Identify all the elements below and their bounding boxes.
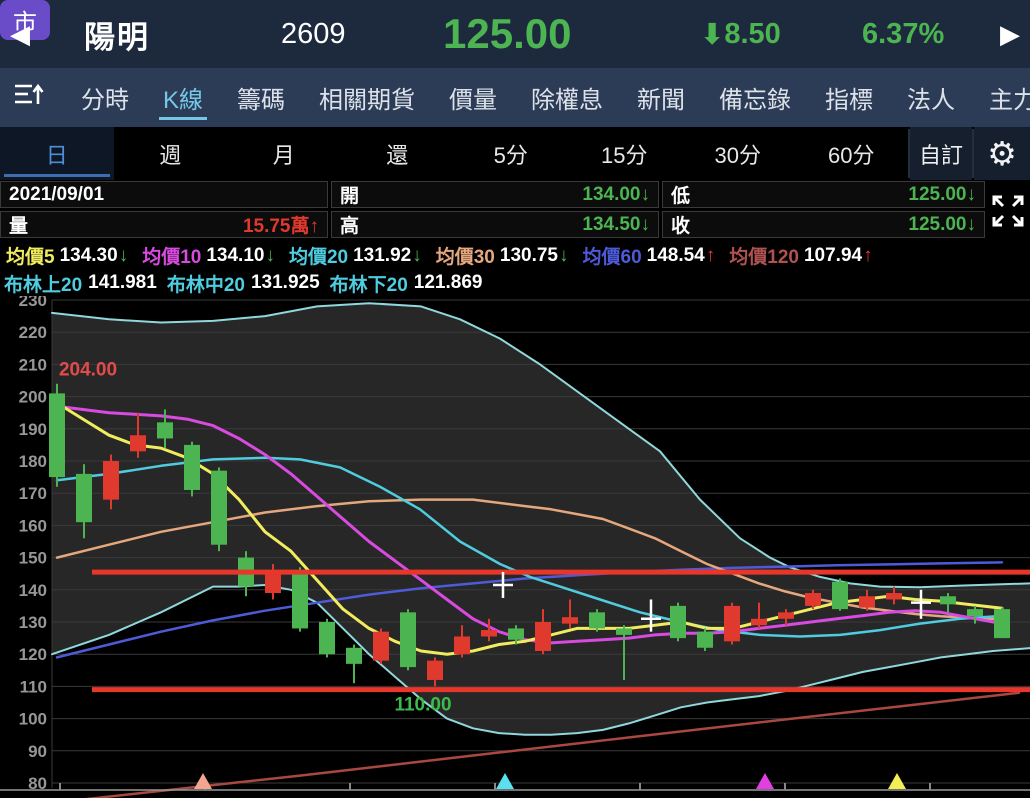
ma-indicator: 均價60 148.54 ↑ <box>582 244 716 269</box>
close-cell: 收 125.00↓ <box>662 211 985 238</box>
divider <box>972 129 974 178</box>
high-label: 高 <box>340 216 360 237</box>
svg-text:220: 220 <box>19 323 47 342</box>
header-bar: ◀ 陽明 市 2609 125.00 ⬇ 8.50 6.37% ▶ <box>0 0 1030 68</box>
period-list: 日 週 月 還 5分 15分 30分 60分 <box>0 127 908 180</box>
tab-1[interactable]: 分時 <box>81 87 129 114</box>
high-value: 134.50↓ <box>582 213 650 235</box>
back-icon[interactable]: ◀ <box>10 18 30 49</box>
price-change-pct: 6.37% <box>862 17 945 50</box>
main-tab-bar: 分時K線籌碼相關期貨價量除權息新聞備忘錄指標法人主力資 <box>0 68 1030 129</box>
market-badge: 市 <box>0 0 50 40</box>
svg-text:110.00: 110.00 <box>394 695 451 716</box>
svg-text:110: 110 <box>20 677 47 696</box>
svg-text:200: 200 <box>19 388 47 407</box>
stock-name: 陽明 <box>84 19 150 55</box>
period-bar: 日 週 月 還 5分 15分 30分 60分 自訂 ⚙ <box>0 127 1030 180</box>
low-value: 125.00↓ <box>908 183 976 205</box>
svg-text:170: 170 <box>19 484 47 503</box>
down-arrow-icon: ⬇ <box>700 18 725 51</box>
divider <box>908 129 910 178</box>
svg-text:210: 210 <box>19 355 47 374</box>
bollinger-indicator: 布林中20 131.925 <box>166 272 320 296</box>
svg-text:100: 100 <box>19 710 47 729</box>
period-15分[interactable]: 15分 <box>601 142 648 168</box>
ma-indicator: 均價5 134.30 ↓ <box>6 244 129 269</box>
tab-8[interactable]: 備忘錄 <box>719 87 792 114</box>
ma-indicator: 均價20 131.92 ↓ <box>288 244 422 269</box>
open-value: 134.00↓ <box>582 183 650 205</box>
forward-icon[interactable]: ▶ <box>1000 18 1020 49</box>
close-label: 收 <box>671 216 691 237</box>
tab-list: 分時K線籌碼相關期貨價量除權息新聞備忘錄指標法人主力資 <box>64 70 1030 125</box>
tab-10[interactable]: 法人 <box>907 87 956 114</box>
tab-6[interactable]: 除權息 <box>531 87 604 114</box>
ma-indicator: 均價120 107.94 ↑ <box>729 244 873 269</box>
ma-indicator: 均價10 134.10 ↓ <box>142 244 275 269</box>
svg-text:160: 160 <box>19 516 47 535</box>
open-cell: 開 134.00↓ <box>331 181 659 208</box>
last-price: 125.00 <box>443 10 572 57</box>
period-60分[interactable]: 60分 <box>828 142 875 168</box>
ma-indicator: 均價30 130.75 ↓ <box>435 244 569 269</box>
svg-text:150: 150 <box>19 549 47 568</box>
period-月[interactable]: 月 <box>272 142 295 168</box>
close-value: 125.00↓ <box>908 213 976 235</box>
svg-text:140: 140 <box>19 581 47 600</box>
fullscreen-expand-icon[interactable] <box>988 187 1028 235</box>
svg-text:120: 120 <box>19 645 47 664</box>
volume-label: 量 <box>9 216 29 237</box>
price-change: ⬇ 8.50 <box>700 17 781 51</box>
stock-code: 2609 <box>281 17 346 50</box>
open-label: 開 <box>340 186 360 207</box>
tab-2[interactable]: K線 <box>159 70 208 125</box>
period-日[interactable]: 日 <box>0 127 114 180</box>
tab-9[interactable]: 指標 <box>825 87 874 114</box>
sort-list-icon[interactable] <box>12 79 46 116</box>
bollinger-indicator: 布林下20 121.869 <box>329 272 483 296</box>
period-5分[interactable]: 5分 <box>493 142 528 168</box>
gear-icon[interactable]: ⚙ <box>974 127 1030 180</box>
high-cell: 高 134.50↓ <box>331 211 659 238</box>
custom-period-button[interactable]: 自訂 <box>910 127 972 180</box>
period-週[interactable]: 週 <box>159 142 182 168</box>
svg-text:190: 190 <box>19 420 47 439</box>
tab-5[interactable]: 價量 <box>449 87 498 114</box>
svg-text:80: 80 <box>28 774 47 793</box>
tab-11[interactable]: 主力 <box>989 87 1030 114</box>
volume-cell: 量 15.75萬↑ <box>0 211 328 238</box>
candlestick-chart[interactable]: 80 90 100 110 120 130 140 150 160 170 180 190 200 210… <box>0 296 1030 798</box>
svg-text:204.00: 204.00 <box>59 360 117 381</box>
tab-7[interactable]: 新聞 <box>637 87 686 114</box>
bollinger-legend-row: 布林上20 141.981 布林中20 131.925 布林下20 121.869 <box>4 270 1028 296</box>
volume-value: 15.75萬↑ <box>242 216 319 237</box>
svg-text:90: 90 <box>28 742 47 761</box>
tab-3[interactable]: 籌碼 <box>237 87 286 114</box>
date-cell: 2021/09/01 <box>0 181 328 208</box>
ma-legend-row: 均價5 134.30 ↓ 均價10 134.10 ↓ 均價20 131.92 ↓ 均價30 130.… <box>6 242 1030 269</box>
svg-text:230: 230 <box>19 296 47 310</box>
period-30分[interactable]: 30分 <box>714 142 761 168</box>
svg-text:130: 130 <box>19 613 47 632</box>
period-還[interactable]: 還 <box>386 142 409 168</box>
low-label: 低 <box>671 186 691 207</box>
svg-text:180: 180 <box>19 452 47 471</box>
quote-info-panel: 2021/09/01 量 15.75萬↑ 開 134.00↓ 高 134.50↓… <box>0 181 1030 242</box>
bollinger-indicator: 布林上20 141.981 <box>4 272 157 296</box>
date-value: 2021/09/01 <box>9 183 105 205</box>
low-cell: 低 125.00↓ <box>662 181 985 208</box>
tab-4[interactable]: 相關期貨 <box>319 87 416 114</box>
